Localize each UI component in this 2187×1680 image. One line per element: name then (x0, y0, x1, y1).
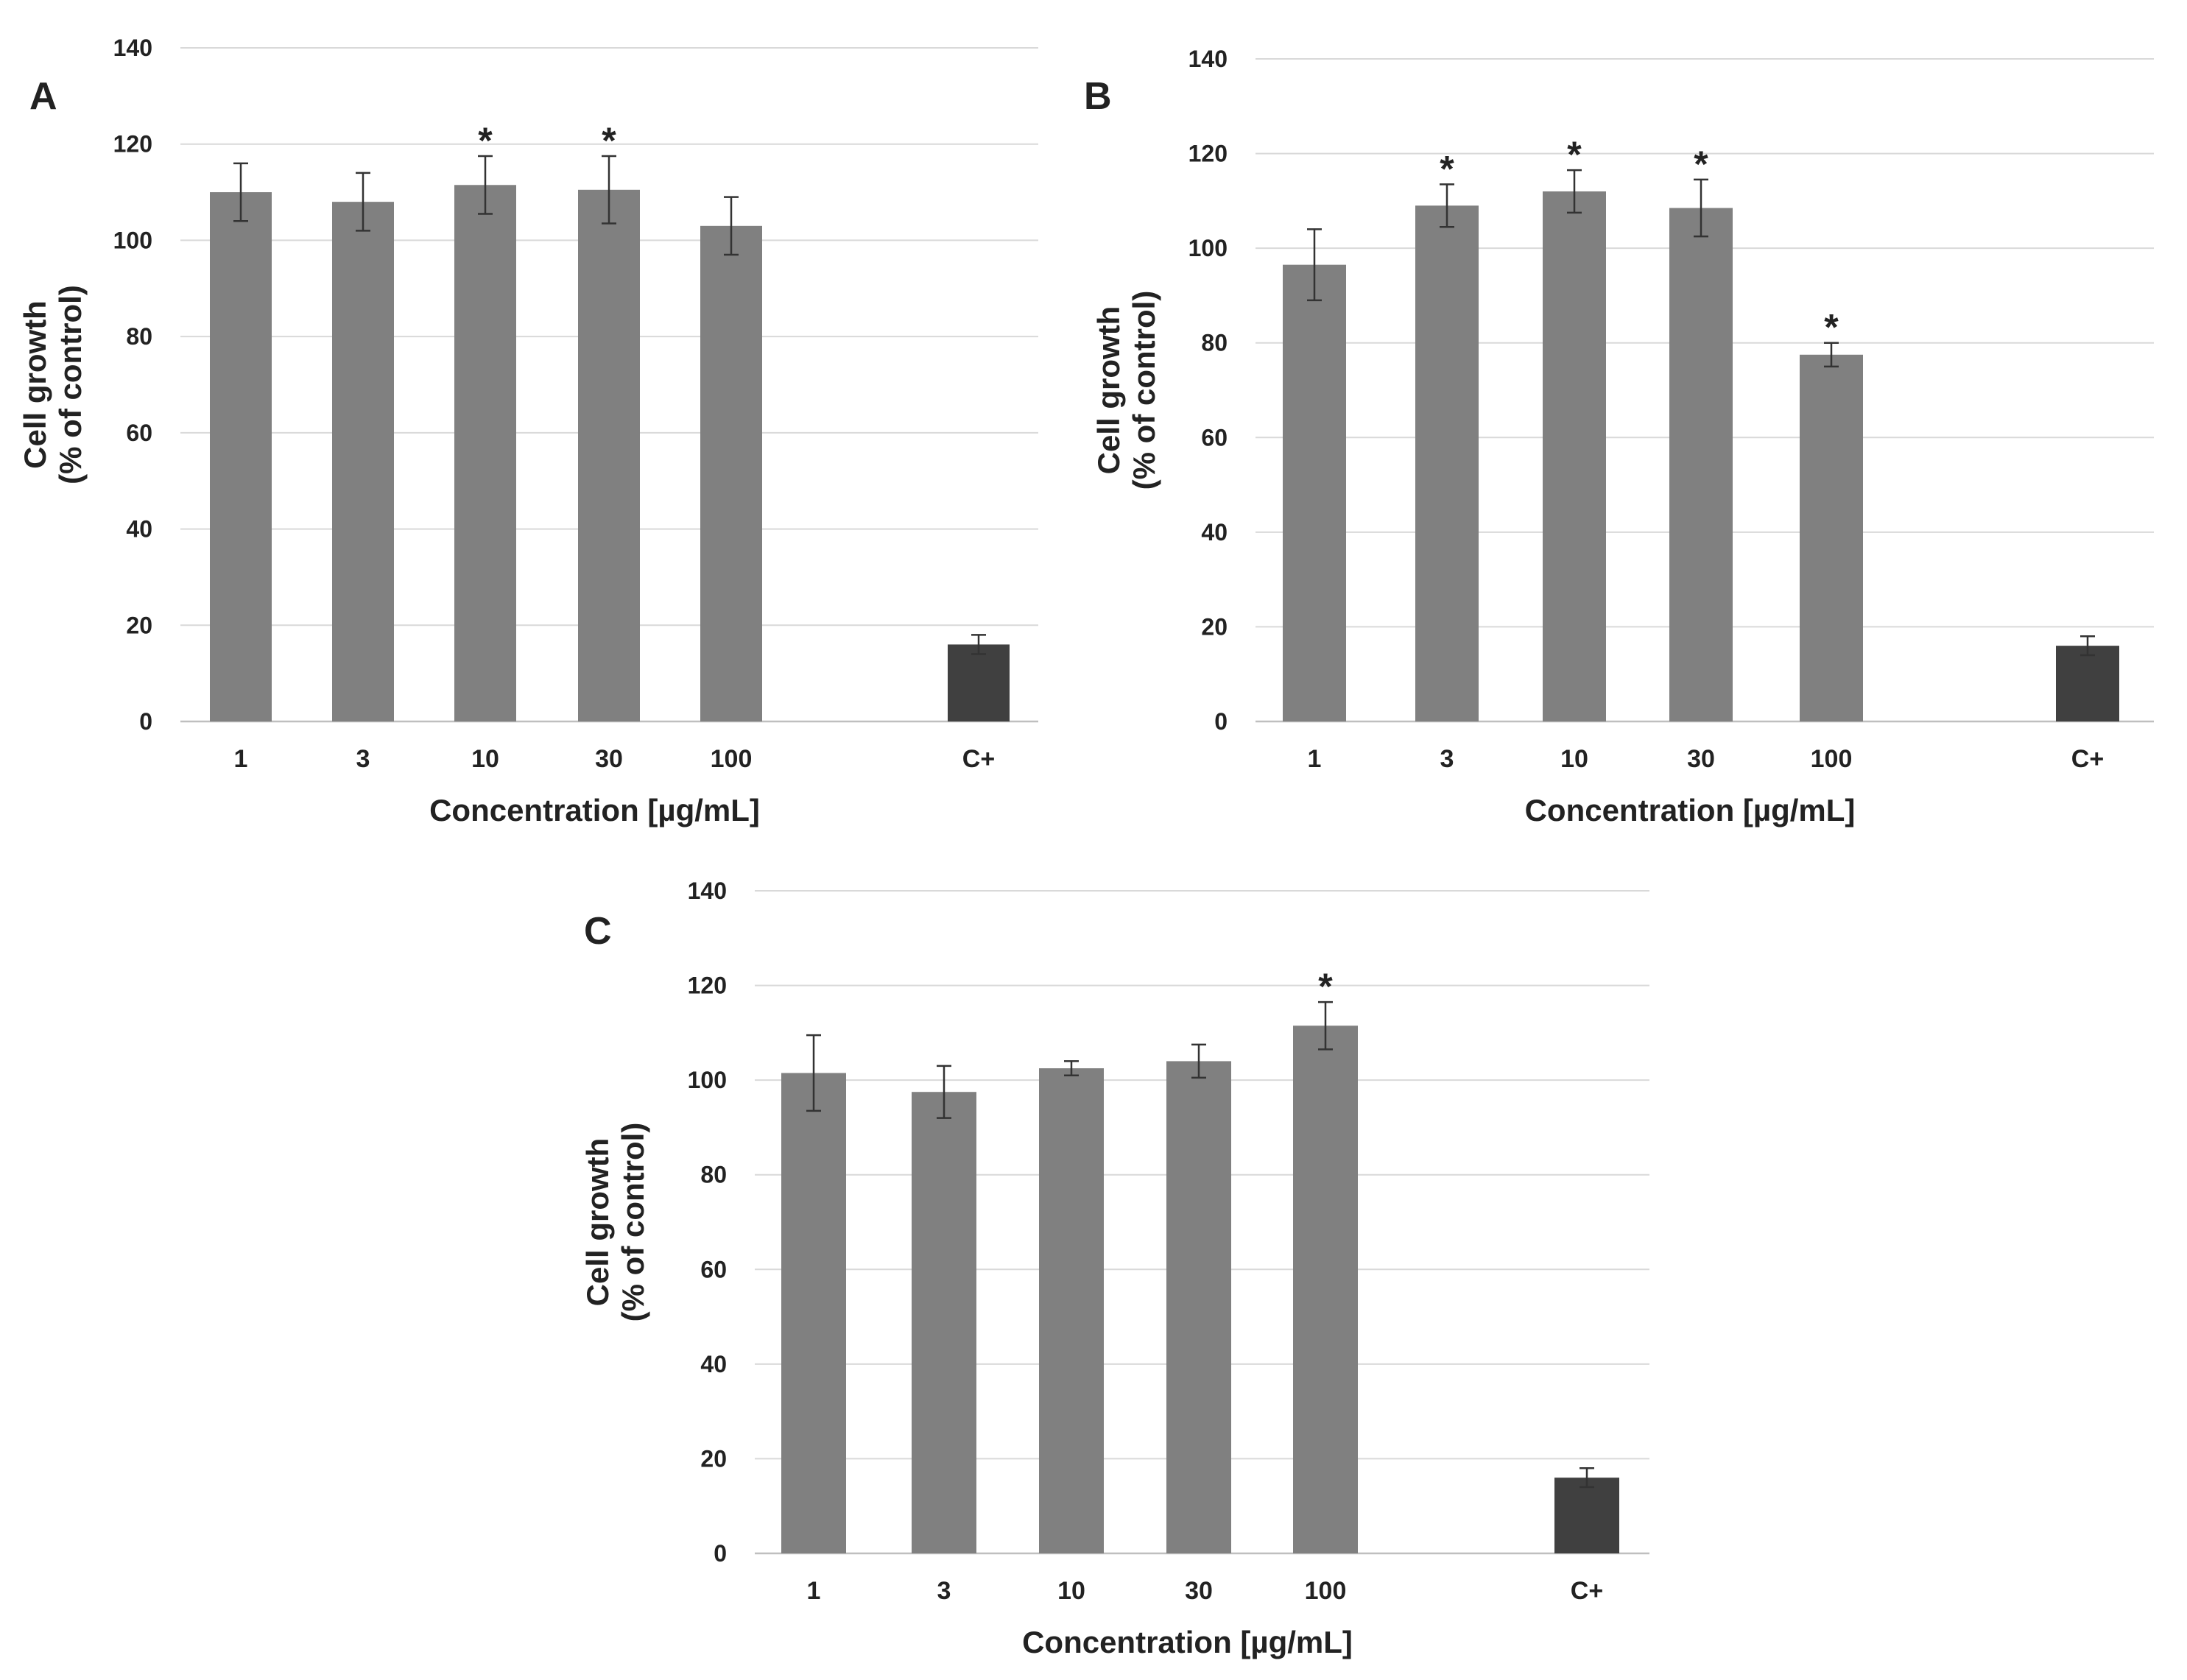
significance-star: * (478, 120, 493, 161)
bar-c-30 (1166, 1061, 1231, 1553)
ytick-label: 60 (700, 1256, 727, 1282)
ytick-label: 100 (113, 227, 152, 253)
significance-star: * (602, 120, 616, 161)
category-label: C+ (962, 745, 995, 773)
category-label: 3 (1440, 745, 1454, 773)
category-label: 10 (1057, 1577, 1085, 1605)
bar-c-100 (1293, 1026, 1358, 1553)
y-axis-label-line1: Cell growth (1091, 306, 1126, 475)
ytick-label: 120 (1188, 141, 1228, 167)
ytick-label: 20 (700, 1445, 727, 1472)
ytick-label: 0 (1214, 708, 1228, 735)
bar-b-100 (1800, 354, 1863, 721)
x-axis-label: Concentration [µg/mL] (1022, 1625, 1353, 1659)
significance-star: * (1824, 307, 1839, 348)
bar-a-30 (578, 189, 640, 721)
ytick-label: 0 (139, 708, 152, 735)
ytick-label: 60 (1201, 424, 1228, 451)
category-label: 100 (711, 745, 753, 773)
ytick-label: 20 (126, 612, 152, 638)
bar-a-3 (332, 202, 394, 722)
bar-c-1 (781, 1073, 846, 1553)
significance-star: * (1440, 148, 1454, 189)
ytick-label: 40 (700, 1351, 727, 1377)
ytick-label: 20 (1201, 613, 1228, 640)
category-label: 3 (937, 1577, 951, 1605)
category-label: C+ (2071, 745, 2104, 773)
ytick-label: 120 (688, 973, 727, 999)
y-axis-label-line2: (% of control) (1127, 291, 1161, 490)
category-label: 10 (471, 745, 499, 773)
ytick-label: 60 (126, 420, 152, 446)
ytick-label: 80 (126, 323, 152, 350)
category-label: 10 (1560, 745, 1588, 773)
panel-letter-a: A (29, 75, 57, 118)
ytick-label: 40 (126, 516, 152, 543)
x-axis-label: Concentration [µg/mL] (429, 793, 760, 827)
ytick-label: 40 (1201, 519, 1228, 546)
category-label: 1 (234, 745, 248, 773)
ytick-label: 140 (1188, 46, 1228, 72)
category-label: 100 (1305, 1577, 1347, 1605)
x-axis-label: Concentration [µg/mL] (1525, 793, 1856, 827)
category-label: C+ (1571, 1577, 1603, 1605)
category-label: 30 (1687, 745, 1715, 773)
bar-c-10 (1039, 1068, 1104, 1553)
bar-c-C+ (1554, 1478, 1619, 1553)
y-axis-label-line2: (% of control) (53, 285, 88, 484)
significance-star: * (1318, 966, 1333, 1007)
bar-b-C+ (2056, 646, 2119, 721)
ytick-label: 80 (700, 1162, 727, 1188)
category-label: 1 (807, 1577, 821, 1605)
ytick-label: 120 (113, 131, 152, 158)
ytick-label: 140 (113, 35, 152, 61)
category-label: 30 (1185, 1577, 1213, 1605)
y-axis-label-line2: (% of control) (616, 1123, 650, 1322)
category-label: 1 (1308, 745, 1322, 773)
ytick-label: 140 (688, 878, 727, 904)
ytick-label: 80 (1201, 330, 1228, 356)
bar-a-10 (454, 185, 516, 722)
bar-c-3 (912, 1092, 976, 1553)
bar-b-10 (1543, 191, 1606, 721)
bar-a-100 (700, 225, 762, 722)
y-axis-label-line1: Cell growth (18, 300, 52, 469)
bar-a-C+ (948, 644, 1010, 721)
bar-a-1 (210, 192, 272, 722)
ytick-label: 100 (1188, 235, 1228, 261)
category-label: 100 (1811, 745, 1853, 773)
bar-b-30 (1669, 208, 1733, 721)
panel-letter-b: B (1084, 75, 1112, 118)
significance-star: * (1694, 144, 1708, 185)
ytick-label: 0 (714, 1540, 727, 1567)
bar-b-1 (1283, 264, 1346, 722)
bar-b-3 (1415, 205, 1479, 721)
significance-star: * (1567, 134, 1582, 175)
category-label: 3 (356, 745, 370, 773)
panel-letter-c: C (584, 910, 612, 953)
ytick-label: 100 (688, 1067, 727, 1093)
y-axis-label-line1: Cell growth (580, 1138, 615, 1307)
category-label: 30 (595, 745, 623, 773)
